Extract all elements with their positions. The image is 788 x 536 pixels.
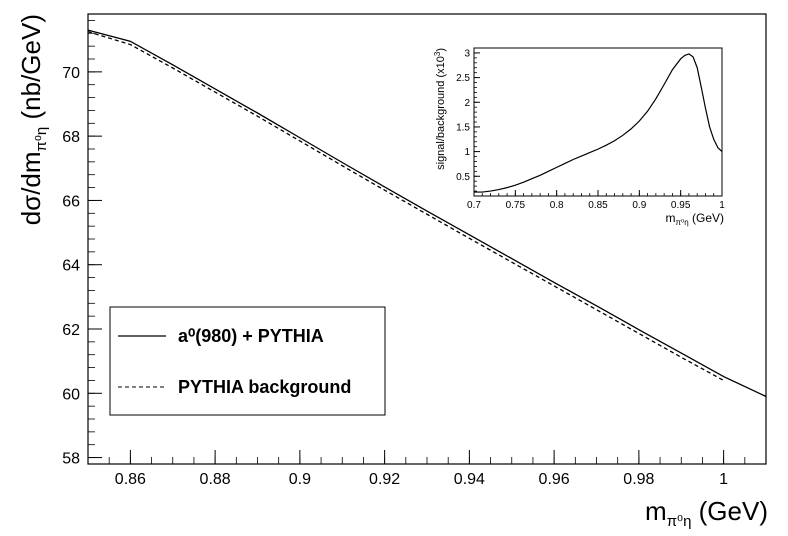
x-tick-label: 0.95 (671, 200, 691, 211)
series-line-0 (87, 29, 767, 398)
inset-y-axis-label-close: ) (435, 48, 447, 52)
inset-x-axis-label-unit: (GeV) (689, 211, 724, 225)
y-tick-label: 1.5 (456, 122, 470, 133)
series-line-1 (87, 31, 724, 382)
inset-y-axis-title: signal/background (x103) (433, 48, 447, 170)
inset-y-axis-label-sup: 3 (433, 51, 442, 56)
x-tick-label: 0.9 (289, 471, 311, 488)
x-tick-label: 0.8 (550, 200, 564, 211)
x-tick-label: 1 (719, 200, 725, 211)
inset-y-axis-label-main: signal/background (x10 (435, 56, 447, 170)
legend: a⁰(980) + PYTHIA PYTHIA background (109, 306, 386, 416)
main-y-axis-label-main: dσ/dm (16, 151, 46, 225)
y-tick-label: 60 (62, 386, 80, 403)
x-tick-label: 0.75 (506, 200, 526, 211)
main-x-axis-title: mπ⁰η (GeV) (645, 496, 768, 530)
y-tick-label: 1 (464, 147, 470, 158)
legend-label-solid: a⁰(980) + PYTHIA (178, 326, 324, 346)
legend-box (109, 306, 386, 416)
x-tick-label: 0.98 (623, 471, 654, 488)
y-tick-label: 2.5 (456, 73, 470, 84)
y-tick-label: 64 (62, 258, 80, 275)
inset-axes: 0.7 0.75 0.8 0.85 0.9 0.95 1 0.5 1 1.5 2 2.5 3 (456, 47, 725, 211)
main-x-axis-label-m: m (645, 496, 667, 526)
main-series-layer (87, 29, 767, 398)
inset-x-axis-title: mπ⁰η (GeV) (665, 211, 724, 227)
main-y-axis-title: dσ/dmπ⁰η (nb/GeV) (16, 14, 50, 225)
y-tick-label: 62 (62, 322, 80, 339)
y-tick-label: 0.5 (456, 172, 470, 183)
x-tick-label: 0.9 (632, 200, 646, 211)
x-tick-label: 0.96 (539, 471, 570, 488)
x-tick-label: 0.86 (115, 471, 146, 488)
x-tick-label: 0.94 (454, 471, 485, 488)
main-y-axis-label-sub: π⁰η (33, 127, 50, 152)
y-tick-label: 2 (464, 98, 470, 109)
y-tick-label: 66 (62, 193, 80, 210)
main-axes: 0.86 0.88 0.9 0.92 0.94 0.96 0.98 1586062646668… (62, 20, 767, 488)
x-tick-label: 1 (719, 471, 728, 488)
legend-label-solid-a: a⁰(980) + PYTHIA (178, 326, 324, 346)
inset-series-layer (474, 53, 723, 193)
x-tick-label: 0.7 (467, 200, 481, 211)
main-x-axis-label-sub: π⁰η (667, 513, 692, 530)
main-x-axis-label-unit: (GeV) (691, 496, 768, 526)
inset-plot-background (474, 48, 722, 196)
x-tick-label: 0.85 (588, 200, 608, 211)
x-tick-label: 0.92 (369, 471, 400, 488)
inset-x-axis-label-sub: π⁰η (675, 218, 688, 227)
inset-x-axis-label-m: m (665, 211, 675, 225)
y-tick-label: 3 (464, 48, 470, 59)
y-tick-label: 58 (62, 451, 80, 468)
legend-label-dashed: PYTHIA background (178, 377, 351, 397)
x-tick-label: 0.88 (200, 471, 231, 488)
main-y-axis-label-unit: (nb/GeV) (16, 14, 46, 127)
y-tick-label: 70 (62, 65, 80, 82)
series-line-0 (474, 53, 723, 193)
y-tick-label: 68 (62, 129, 80, 146)
